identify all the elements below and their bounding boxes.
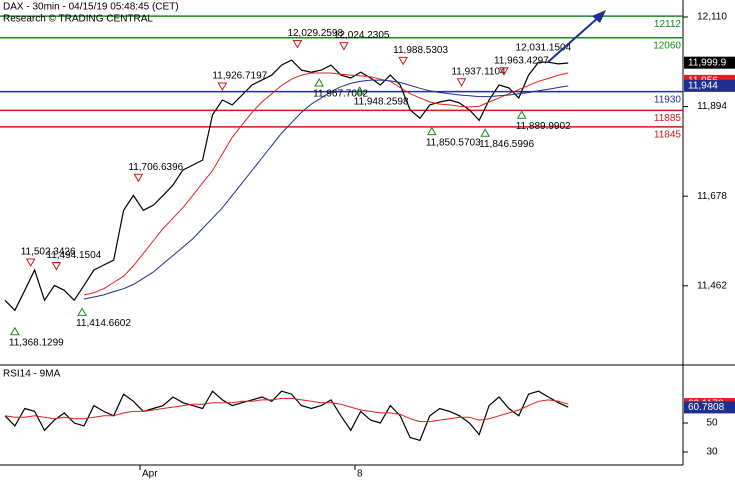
- level-label-bg: [648, 39, 682, 52]
- high-marker: [217, 82, 228, 92]
- low-label: 11,846.5996: [479, 139, 534, 150]
- x-tick-label: 8: [357, 469, 363, 480]
- low-marker: [480, 128, 491, 137]
- low-label: 11,850.5703: [426, 137, 481, 148]
- level-label-bg: [648, 128, 682, 141]
- y-tick-label: 30: [706, 447, 718, 458]
- low-marker: [314, 78, 325, 87]
- high-label: 11,937.1104: [451, 66, 506, 77]
- high-label: 11,963.4297: [494, 55, 549, 66]
- high-label: 11,494.1504: [46, 250, 101, 261]
- high-marker: [51, 261, 62, 271]
- high-marker: [456, 78, 467, 87]
- high-marker: [339, 42, 349, 51]
- high-marker: [133, 173, 144, 183]
- forecast-arrow-head: [592, 10, 606, 23]
- y-tick-label: 11,894: [697, 101, 727, 112]
- last-value-label: 11,999.9: [688, 57, 727, 68]
- low-marker: [426, 126, 437, 136]
- x-tick-label: Apr: [142, 469, 158, 480]
- y-tick-label: 12,110: [697, 12, 727, 23]
- series-line: [4, 397, 569, 423]
- series-line: [4, 59, 569, 312]
- level-label-bg: [648, 93, 682, 106]
- high-label: 11,502.3426: [21, 247, 76, 258]
- y-tick-label: 11,462: [697, 280, 727, 291]
- y-tick-label: 11,678: [697, 191, 727, 202]
- last-value-box: [684, 401, 735, 414]
- high-marker: [25, 258, 36, 268]
- high-label: 12,024.2305: [334, 30, 390, 41]
- high-marker: [499, 67, 509, 76]
- level-label: 11930: [654, 94, 682, 105]
- last-value-label: 60.7808: [688, 402, 725, 413]
- low-label: 11,414.6602: [76, 318, 131, 329]
- level-label: 11845: [654, 130, 682, 141]
- high-label: 11,926.7197: [212, 71, 267, 82]
- target-label: 12,031.1504: [516, 42, 572, 53]
- level-label: 12060: [653, 40, 681, 51]
- low-label: 11,948.2598: [354, 97, 409, 108]
- high-marker: [398, 56, 409, 66]
- high-marker: [292, 39, 303, 49]
- last-value-box: [684, 56, 735, 69]
- level-label-bg: [648, 18, 682, 31]
- last-value-label: 11,944: [688, 80, 718, 91]
- low-label: 11,368.1299: [9, 337, 64, 348]
- plot-layer: 12,110 11,894 11,678 11,462 12112 12060 11930 1…: [0, 12, 735, 480]
- chart-title: DAX - 30min - 04/15/19 05:48:45 (CET): [3, 2, 179, 13]
- series-line: [4, 390, 569, 442]
- high-label: 12,029.2598: [287, 28, 343, 39]
- rsi-title: RSI14 - 9MA: [3, 369, 61, 380]
- series-line: [83, 79, 569, 300]
- level-label: 11885: [654, 113, 682, 124]
- level-label: 12112: [654, 19, 682, 30]
- low-marker: [354, 86, 365, 95]
- series-line: [83, 72, 569, 296]
- low-label: 11,889.9902: [516, 121, 571, 132]
- high-label: 11,988.5303: [393, 45, 448, 56]
- low-marker: [516, 110, 527, 119]
- level-label-bg: [648, 112, 682, 125]
- low-marker: [77, 307, 87, 316]
- low-label: 11,967.7002: [313, 89, 368, 100]
- chart-subtitle: Research © TRADING CENTRAL: [3, 14, 153, 25]
- low-marker: [10, 326, 20, 336]
- y-tick-label: 50: [706, 418, 718, 429]
- last-value-box: [684, 79, 735, 92]
- high-label: 11,706.6396: [128, 162, 183, 173]
- forecast-arrow: [547, 15, 601, 63]
